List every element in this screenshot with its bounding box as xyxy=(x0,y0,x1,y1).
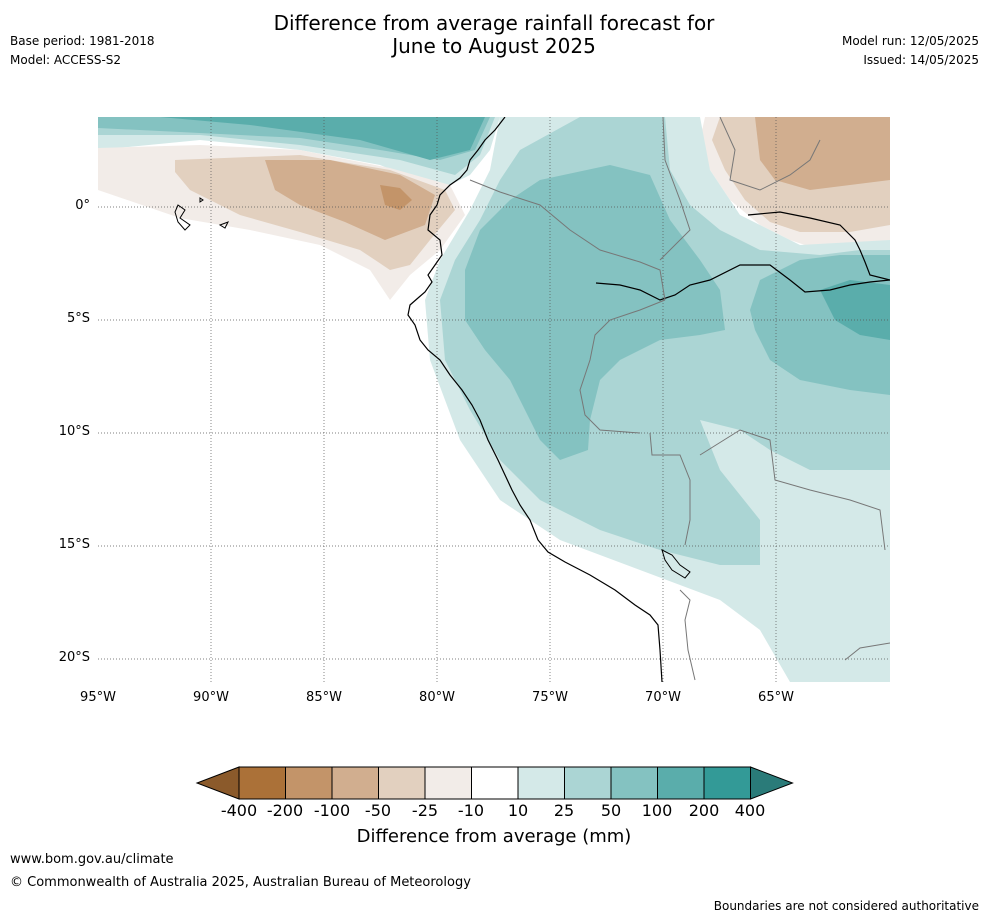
disclaimer-text: Boundaries are not considered authoritat… xyxy=(713,899,979,913)
lon-label-65w: 65°W xyxy=(758,690,794,705)
colorbar-extend-low xyxy=(195,766,240,800)
lon-label-75w: 75°W xyxy=(532,690,568,705)
lon-label-90w: 90°W xyxy=(193,690,229,705)
colorbar-cell xyxy=(331,766,379,800)
colorbar-label: -50 xyxy=(364,801,392,820)
graticule xyxy=(98,117,890,682)
colorbar-label: 50 xyxy=(600,801,622,820)
lat-label-0: 0° xyxy=(75,198,90,213)
copyright-text: © Commonwealth of Australia 2025, Austra… xyxy=(10,875,471,890)
colorbar-label: 10 xyxy=(507,801,529,820)
title-line-2: June to August 2025 xyxy=(392,34,596,58)
country-borders xyxy=(469,117,890,681)
colorbar-extend-high xyxy=(750,766,794,800)
colorbar-cell xyxy=(517,766,565,800)
colorbar-cell xyxy=(424,766,472,800)
lat-label-20s: 20°S xyxy=(58,650,90,665)
colorbar-label: -100 xyxy=(313,801,351,820)
lon-label-85w: 85°W xyxy=(306,690,342,705)
model-run-text: Model run: 12/05/2025 xyxy=(841,34,979,48)
title-line-1: Difference from average rainfall forecas… xyxy=(273,11,715,35)
colorbar-label: -25 xyxy=(411,801,439,820)
colorbar-cell xyxy=(378,766,426,800)
colorbar-cell xyxy=(471,766,519,800)
colorbar-label: 200 xyxy=(688,801,720,820)
lon-label-70w: 70°W xyxy=(645,690,681,705)
colorbar-label: -200 xyxy=(266,801,304,820)
lon-label-80w: 80°W xyxy=(419,690,455,705)
colorbar-cell xyxy=(610,766,658,800)
colorbar-cell xyxy=(238,766,286,800)
base-period-text: Base period: 1981-2018 xyxy=(10,34,155,48)
site-url: www.bom.gov.au/climate xyxy=(10,852,174,867)
colorbar-label: -400 xyxy=(220,801,258,820)
colorbar-title: Difference from average (mm) xyxy=(356,826,632,847)
page-title: Difference from average rainfall forecas… xyxy=(0,12,988,58)
colorbar-cell xyxy=(564,766,612,800)
colorbar xyxy=(195,766,794,800)
meta-left: Base period: 1981-2018 Model: ACCESS-S2 xyxy=(10,32,155,70)
lon-label-95w: 95°W xyxy=(80,690,116,705)
anomaly-shading xyxy=(98,117,890,682)
colorbar-cell xyxy=(703,766,751,800)
meta-right: Model run: 12/05/2025 Issued: 14/05/2025 xyxy=(842,32,979,70)
colorbar-label: 400 xyxy=(734,801,766,820)
colorbar-label: -10 xyxy=(457,801,485,820)
lat-label-15s: 15°S xyxy=(58,537,90,552)
colorbar-label: 25 xyxy=(553,801,575,820)
colorbar-cell xyxy=(657,766,705,800)
model-text: Model: ACCESS-S2 xyxy=(10,53,122,67)
issued-text: Issued: 14/05/2025 xyxy=(863,53,979,67)
colorbar-label: 100 xyxy=(641,801,673,820)
lat-label-5s: 5°S xyxy=(66,311,90,326)
coastline xyxy=(174,117,890,682)
lat-label-10s: 10°S xyxy=(58,424,90,439)
colorbar-cell xyxy=(285,766,333,800)
